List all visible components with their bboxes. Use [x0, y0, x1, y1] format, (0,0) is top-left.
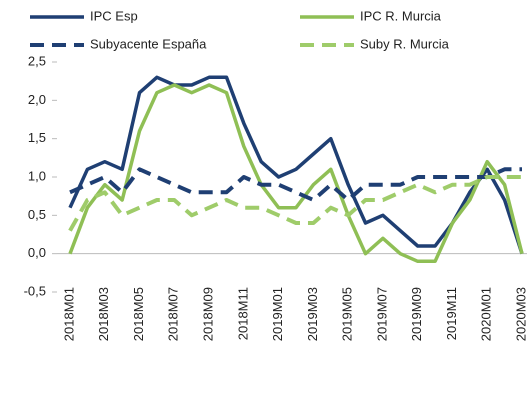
- x-tick-label: 2018M07: [166, 287, 181, 341]
- series-line: [69, 167, 522, 202]
- y-tick-label: 1,0: [28, 168, 46, 183]
- y-tick-label: 1,5: [28, 130, 46, 145]
- legend-label: IPC R. Murcia: [360, 8, 442, 23]
- x-tick-label: 2018M01: [61, 287, 76, 341]
- legend-label: Subyacente España: [90, 36, 207, 51]
- y-tick-label: 0,5: [28, 207, 46, 222]
- y-tick-label: 0,0: [28, 245, 46, 260]
- series-line: [68, 75, 524, 255]
- series-line: [68, 175, 522, 232]
- legend-label: IPC Esp: [90, 8, 138, 23]
- x-tick-label: 2019M09: [409, 287, 424, 341]
- x-tick-label: 2019M01: [270, 287, 285, 341]
- x-tick-label: 2019M03: [305, 287, 320, 341]
- y-tick-label: 2,0: [28, 92, 46, 107]
- x-tick-label: 2018M05: [131, 287, 146, 341]
- x-tick-label: 2020M03: [513, 287, 528, 341]
- x-tick-label: 2018M11: [235, 287, 250, 340]
- legend-label: Suby R. Murcia: [360, 36, 450, 51]
- y-tick-label: 2,5: [28, 53, 46, 68]
- x-tick-label: 2018M09: [201, 287, 216, 341]
- series-line: [68, 83, 524, 264]
- x-tick-label: 2019M07: [374, 287, 389, 341]
- y-tick-label: -0,5: [24, 283, 46, 298]
- x-tick-label: 2019M05: [340, 287, 355, 341]
- x-tick-label: 2020M01: [479, 287, 494, 341]
- x-tick-label: 2018M03: [96, 287, 111, 341]
- x-tick-label: 2019M11: [444, 287, 459, 340]
